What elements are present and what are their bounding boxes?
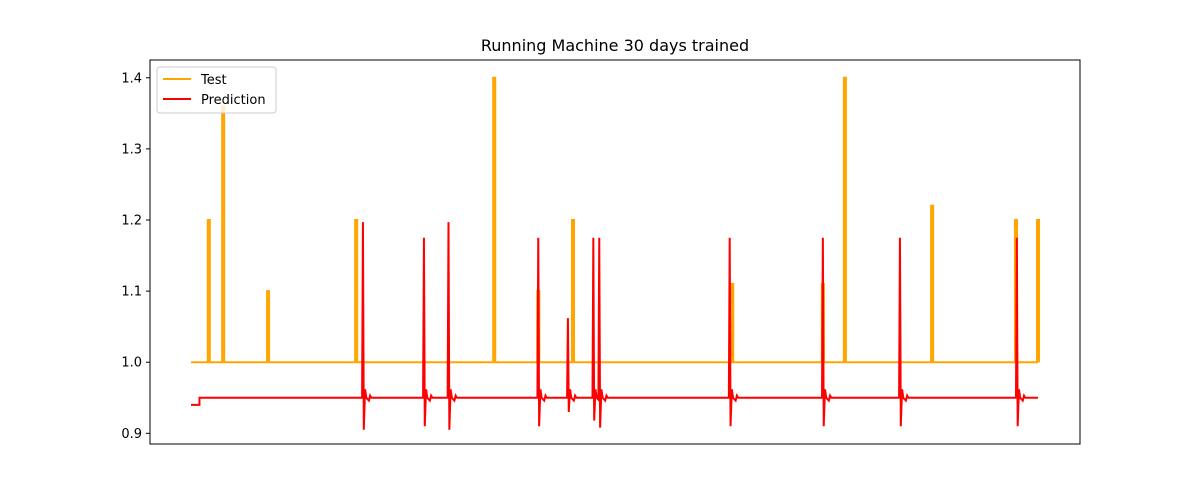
series-line-test: [191, 76, 1041, 364]
y-tick-label: 1.4: [121, 71, 142, 86]
y-tick-label: 1.3: [121, 142, 142, 157]
y-tick-label: 1.0: [121, 356, 142, 371]
chart-title: Running Machine 30 days trained: [481, 36, 749, 55]
y-axis: 0.9 1.0 1.1 1.2 1.3 1.4: [121, 71, 150, 442]
y-tick-label: 1.1: [121, 285, 142, 300]
plot-area: [191, 76, 1041, 430]
legend-label-prediction: Prediction: [201, 93, 266, 108]
axes-frame: [149, 59, 1081, 445]
y-tick-label: 1.2: [121, 214, 142, 229]
legend-label-test: Test: [200, 73, 227, 88]
legend: Test Prediction: [156, 66, 277, 114]
series-line-prediction: [191, 222, 1038, 430]
y-tick-label: 0.9: [121, 427, 142, 442]
